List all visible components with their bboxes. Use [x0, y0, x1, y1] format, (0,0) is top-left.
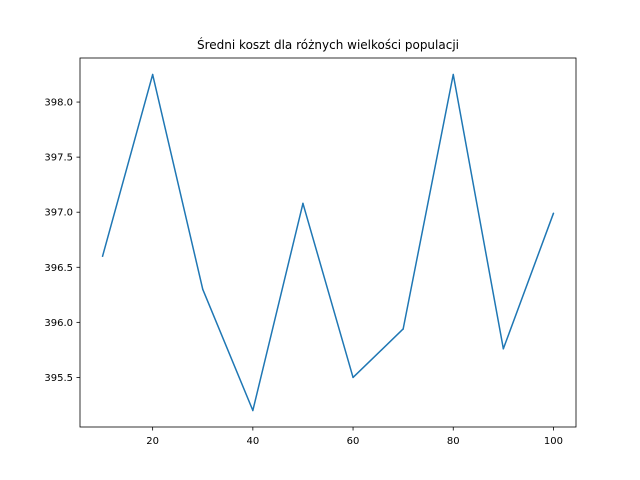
- data-point: [252, 409, 254, 412]
- data-point: [502, 348, 505, 350]
- x-tick-label: 20: [146, 436, 159, 447]
- data-point: [402, 328, 404, 330]
- x-tick-label: 80: [447, 436, 460, 447]
- series-line: [101, 73, 555, 412]
- y-tick-label: 395.5: [44, 373, 73, 384]
- y-tick-label: 397.0: [44, 208, 73, 219]
- data-point: [302, 202, 304, 205]
- data-point: [352, 376, 354, 379]
- y-tick-label: 397.5: [44, 153, 73, 164]
- x-tick-label: 40: [246, 436, 259, 447]
- x-tick-label: 100: [544, 436, 563, 447]
- x-tick-label: 60: [347, 436, 360, 447]
- axes-frame: [79, 57, 577, 428]
- y-tick-label: 398.0: [44, 98, 73, 109]
- data-point: [201, 288, 204, 291]
- data-point: [101, 255, 104, 258]
- y-tick-label: 396.5: [44, 263, 73, 274]
- data-point: [151, 73, 154, 76]
- y-tick-label: 396.0: [44, 318, 73, 329]
- plot-area: 20 40 60 80 100 395.5 396.0 396.5 397.0 397.5 398.…: [44, 57, 577, 447]
- chart-title: Średni koszt dla różnych wielkości popul…: [197, 37, 459, 52]
- data-point: [552, 212, 555, 215]
- data-point: [452, 73, 455, 76]
